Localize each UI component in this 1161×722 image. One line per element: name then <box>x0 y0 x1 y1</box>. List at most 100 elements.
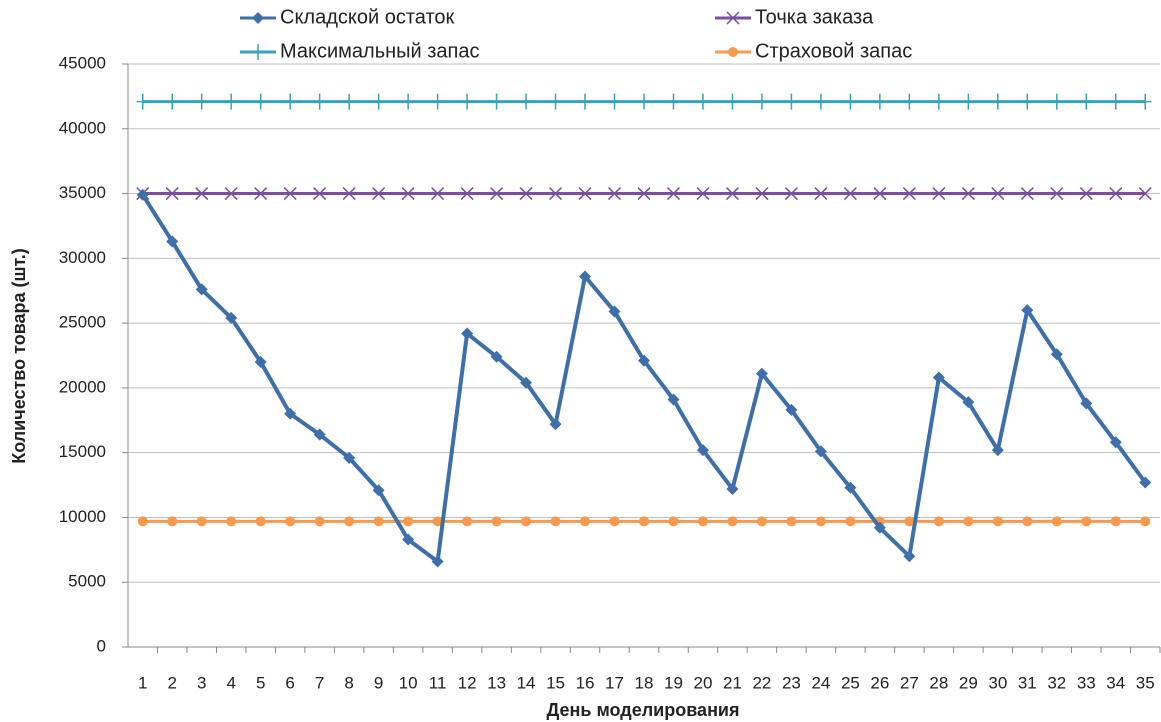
marker <box>814 187 828 201</box>
marker <box>402 93 415 110</box>
marker <box>932 93 945 110</box>
marker <box>431 93 444 110</box>
marker <box>667 393 680 406</box>
marker <box>638 354 650 367</box>
marker <box>1109 93 1122 110</box>
x-tick-label: 31 <box>1018 673 1037 692</box>
marker <box>580 516 591 527</box>
marker <box>1139 93 1152 110</box>
marker <box>401 187 415 201</box>
marker <box>285 516 296 527</box>
x-tick-label: 20 <box>694 673 713 692</box>
marker <box>1021 304 1034 317</box>
marker <box>226 516 237 527</box>
marker <box>992 516 1003 527</box>
y-tick-label: 35000 <box>59 183 106 202</box>
marker <box>195 187 209 201</box>
marker <box>726 11 740 25</box>
marker <box>991 187 1005 201</box>
marker <box>991 444 1004 457</box>
marker <box>225 311 238 324</box>
marker <box>283 187 297 201</box>
marker <box>933 516 944 527</box>
marker <box>373 516 384 527</box>
marker <box>844 93 857 110</box>
marker <box>962 93 975 110</box>
marker <box>549 187 563 201</box>
marker <box>1051 516 1062 527</box>
marker <box>1050 187 1064 201</box>
marker <box>1050 93 1063 110</box>
marker <box>1081 516 1092 527</box>
marker <box>1022 516 1033 527</box>
marker <box>696 444 709 457</box>
x-tick-label: 1 <box>138 673 147 692</box>
marker <box>224 187 238 201</box>
marker <box>1021 93 1034 110</box>
y-tick-label: 0 <box>97 636 106 655</box>
marker <box>963 516 974 527</box>
marker <box>166 93 179 110</box>
marker <box>608 93 621 110</box>
x-tick-label: 29 <box>959 673 978 692</box>
marker <box>962 396 975 409</box>
marker <box>490 350 503 363</box>
marker <box>873 521 886 534</box>
marker <box>1050 348 1063 361</box>
legend-text: Складской остаток <box>280 6 455 28</box>
marker <box>519 187 533 201</box>
marker <box>666 187 681 201</box>
marker <box>284 407 297 420</box>
x-tick-label: 34 <box>1106 673 1125 692</box>
marker <box>521 516 532 527</box>
x-tick-label: 11 <box>429 673 447 692</box>
marker <box>460 187 474 201</box>
marker <box>432 516 443 527</box>
x-tick-label: 26 <box>870 673 889 692</box>
marker <box>845 516 856 527</box>
marker <box>904 516 915 527</box>
x-tick-label: 21 <box>723 673 742 692</box>
marker <box>252 44 264 60</box>
marker <box>343 451 356 464</box>
marker <box>578 187 592 201</box>
x-axis-title: День моделирования <box>546 700 739 720</box>
marker <box>696 187 710 201</box>
marker <box>1139 476 1152 489</box>
marker <box>667 93 680 110</box>
marker <box>167 516 178 527</box>
x-tick-label: 33 <box>1077 673 1096 692</box>
marker <box>196 516 207 527</box>
marker <box>137 516 148 527</box>
legend-text: Страховой запас <box>755 40 912 62</box>
marker <box>372 93 385 110</box>
x-tick-label: 12 <box>458 673 477 692</box>
x-tick-label: 23 <box>782 673 801 692</box>
marker <box>255 516 266 527</box>
marker <box>1110 516 1121 527</box>
marker <box>932 187 946 201</box>
y-tick-label: 30000 <box>59 248 106 267</box>
marker <box>756 516 767 527</box>
marker <box>550 516 561 527</box>
marker <box>166 235 179 248</box>
marker <box>1140 516 1151 527</box>
marker <box>490 93 503 110</box>
marker <box>932 371 945 384</box>
marker <box>1109 436 1122 449</box>
x-tick-label: 19 <box>664 673 683 692</box>
y-tick-label: 10000 <box>59 507 106 526</box>
marker <box>607 187 622 201</box>
marker <box>903 550 916 563</box>
x-tick-label: 10 <box>399 673 418 692</box>
marker <box>136 188 149 201</box>
marker <box>637 187 651 201</box>
marker <box>991 93 1004 110</box>
marker <box>372 187 386 201</box>
marker <box>784 187 798 201</box>
marker <box>814 93 827 110</box>
y-tick-label: 45000 <box>59 53 106 72</box>
marker <box>402 533 415 546</box>
marker <box>755 367 768 380</box>
marker <box>725 187 739 201</box>
